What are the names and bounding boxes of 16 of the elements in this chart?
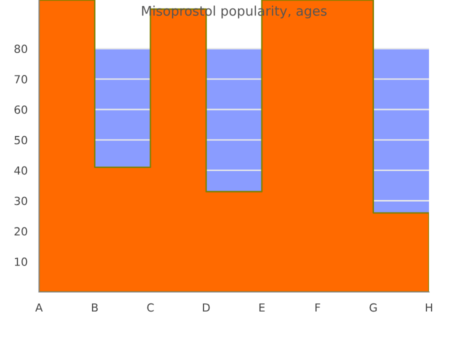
y-tick-label: 10	[14, 258, 28, 266]
y-tick-label: 20	[14, 227, 28, 236]
y-tick-label: 60	[14, 105, 28, 114]
y-tick-label: 50	[14, 136, 28, 144]
x-tick-label: C	[147, 303, 154, 312]
x-tick-label: H	[426, 303, 432, 312]
x-tick-label: F	[315, 303, 320, 312]
x-tick-label: G	[370, 303, 377, 312]
x-tick-label: B	[92, 303, 98, 312]
y-tick-label: 80	[14, 44, 28, 54]
x-tick-label: A	[35, 303, 43, 312]
y-tick-label: 30	[14, 196, 28, 206]
x-tick-label: D	[202, 303, 210, 312]
y-tick-label: 70	[14, 75, 28, 84]
y-tick-label: 40	[14, 166, 28, 175]
x-tick-label: E	[259, 303, 265, 312]
